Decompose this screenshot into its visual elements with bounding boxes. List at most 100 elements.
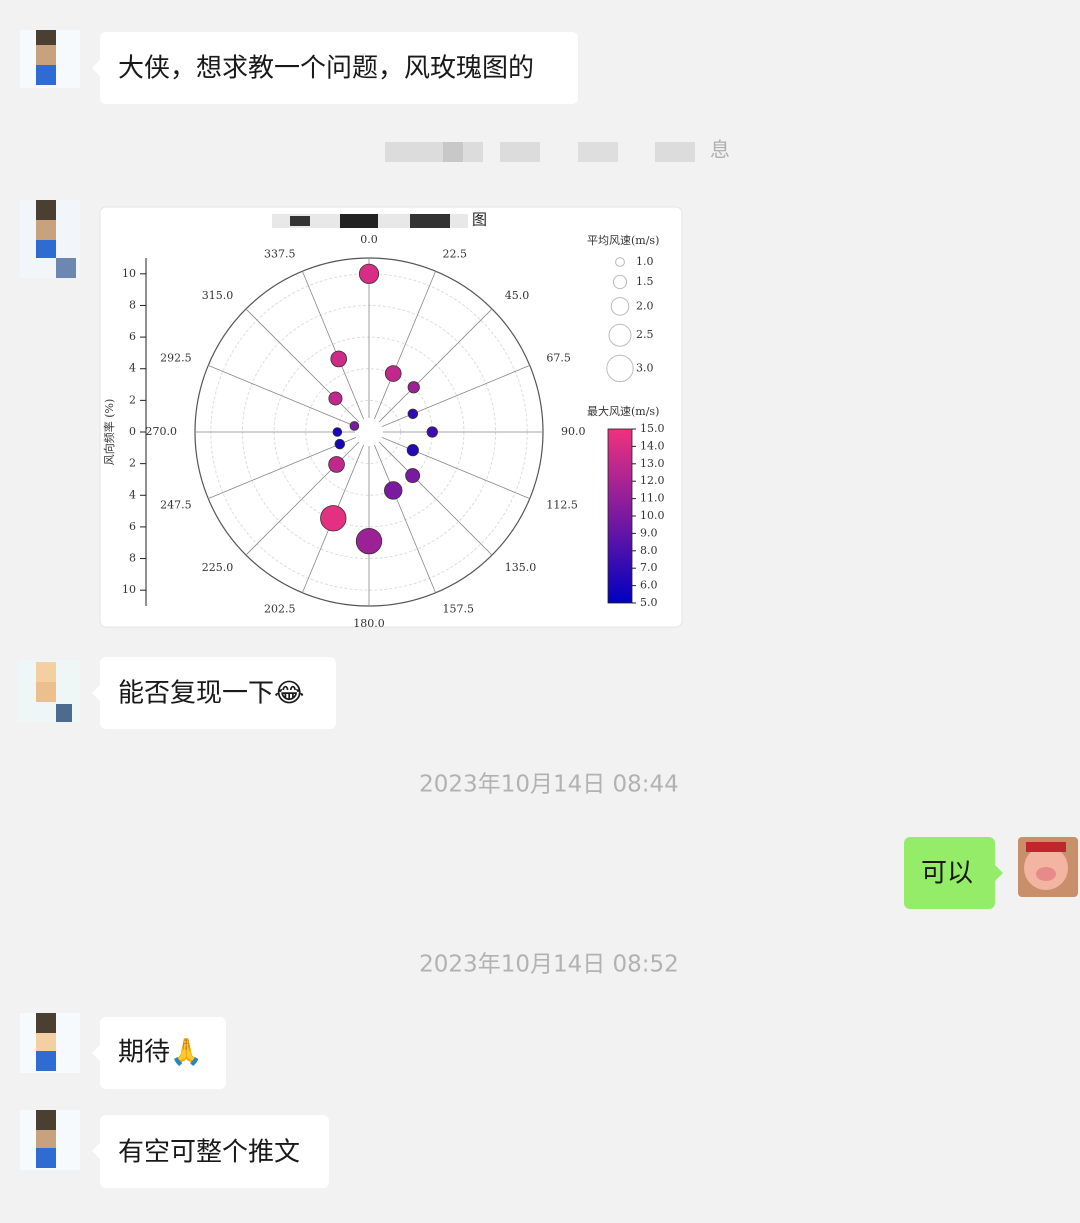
wind-point [358,263,380,284]
size-legend-label: 3.0 [636,361,654,374]
theta-tick-label: 270.0 [146,425,178,438]
theta-tick-label: 157.5 [442,602,474,615]
theta-tick-label: 247.5 [160,498,192,511]
timestamp: 2023年10月14日 08:52 [419,952,679,978]
size-legend-marker [610,297,630,316]
colorbar-tick-label: 9.0 [640,526,658,539]
colorbar [607,428,633,604]
image-message[interactable]: 图 0.022.545.067.590.0112.5135.0157.5180.… [99,206,683,630]
avatar[interactable] [20,1013,80,1073]
size-legend-marker [608,323,632,347]
wind-point [330,350,348,368]
wind-point [328,391,343,406]
colorbar-tick-label: 10.0 [640,509,665,522]
theta-tick-label: 112.5 [546,498,578,511]
message-bubble[interactable]: 可以 [904,837,1003,909]
avatar[interactable] [1018,837,1078,897]
y-tick-label: 10 [122,583,136,596]
message-bubble[interactable]: 大侠，想求教一个问题，风玫瑰图的 [92,32,578,104]
theta-tick-label: 22.5 [442,248,467,261]
spoke [373,444,436,593]
theta-tick-label: 0.0 [360,233,378,246]
y-tick-label: 8 [129,552,136,565]
chart-title: 图 [472,211,487,229]
avatar[interactable] [18,660,80,722]
theta-tick-label: 337.5 [264,248,296,261]
y-tick-label: 2 [129,457,136,470]
size-legend-label: 1.0 [636,255,654,268]
size-legend-label: 2.5 [636,328,654,341]
theta-tick-label: 45.0 [505,289,530,302]
y-tick-label: 6 [129,520,136,533]
wind-point [426,426,438,438]
theta-tick-label: 225.0 [202,561,234,574]
wind-point [406,444,419,457]
notice-text: 息 [710,138,730,162]
avatar[interactable] [20,200,80,278]
wind-point [405,468,421,484]
spoke [378,441,493,556]
size-legend-title: 平均风速(m/s) [587,234,659,247]
y-axis-label: 风向频率 (%) [102,399,116,466]
center-hole [355,418,383,446]
wind-point [384,365,402,382]
colorbar-tick-label: 15.0 [640,422,665,435]
theta-tick-label: 135.0 [505,561,537,574]
avatar[interactable] [20,30,80,88]
colorbar-tick-label: 13.0 [640,457,665,470]
colorbar-tick-label: 7.0 [640,561,658,574]
spoke [208,365,357,428]
wind-point [407,408,419,420]
size-legend-marker [606,354,634,383]
spoke [381,365,530,428]
message-text: 有空可整个推文 [118,1138,300,1168]
wind-point [355,527,383,555]
message-text: 能否复现一下😂 [118,679,304,709]
wind-point [334,438,346,450]
message-bubble[interactable]: 期待🙏 [92,1017,226,1089]
theta-tick-label: 90.0 [561,425,586,438]
colorbar-title: 最大风速(m/s) [587,404,659,418]
y-tick-label: 10 [122,267,136,280]
wind-point [320,505,347,532]
size-legend-label: 1.5 [636,275,654,288]
theta-tick-label: 67.5 [546,352,571,365]
spoke [373,271,436,420]
message-bubble[interactable]: 能否复现一下😂 [92,657,336,729]
y-tick-label: 2 [129,393,136,406]
message-bubble[interactable]: 有空可整个推文 [92,1115,329,1188]
spoke [381,436,530,499]
wind-point [384,481,403,500]
message-text: 大侠，想求教一个问题，风玫瑰图的 [118,54,534,84]
size-legend-marker [615,257,625,267]
message-text: 期待🙏 [118,1038,202,1068]
colorbar-tick-label: 6.0 [640,579,658,592]
theta-tick-label: 180.0 [353,617,385,630]
wind-point [328,456,345,473]
spoke [378,308,493,423]
colorbar-tick-label: 12.0 [640,474,665,487]
wind-rose-chart: 0.022.545.067.590.0112.5135.0157.5180.02… [102,233,665,630]
wind-point [332,427,343,437]
redacted-notice: 息 [385,138,730,162]
y-tick-label: 8 [129,298,136,311]
y-tick-label: 0 [129,425,136,438]
colorbar-tick-label: 14.0 [640,439,665,452]
y-tick-label: 4 [129,362,136,375]
colorbar-tick-label: 5.0 [640,596,658,609]
avatar[interactable] [20,1110,80,1170]
wind-point [407,381,420,394]
spoke [302,271,365,420]
y-tick-label: 4 [129,488,136,501]
message-text: 可以 [921,859,973,889]
size-legend-marker [612,274,628,290]
theta-tick-label: 202.5 [264,602,296,615]
spoke [208,436,357,499]
theta-tick-label: 292.5 [160,352,192,365]
theta-tick-label: 315.0 [202,289,234,302]
size-legend-label: 2.0 [636,299,654,312]
timestamp: 2023年10月14日 08:44 [419,772,679,798]
colorbar-tick-label: 11.0 [640,492,665,505]
y-tick-label: 6 [129,330,136,343]
